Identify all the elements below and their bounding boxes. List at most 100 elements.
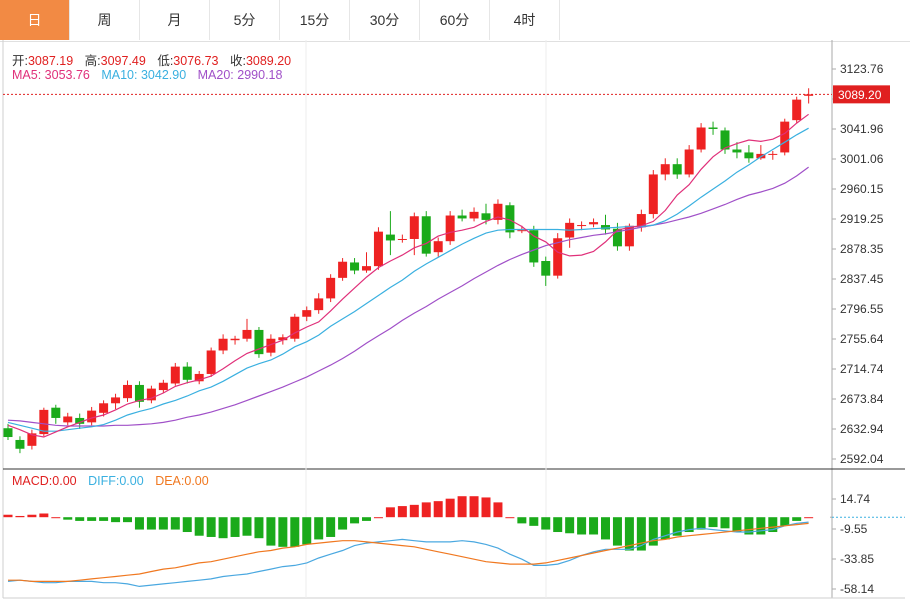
macd-bar [182, 517, 192, 533]
candle [421, 211, 431, 257]
candle [373, 227, 383, 270]
candle-body [242, 329, 252, 339]
candle-body [720, 130, 730, 150]
tab-day[interactable]: 日 [0, 0, 70, 40]
candle-body [732, 149, 742, 153]
candle [708, 121, 718, 135]
candle-body [206, 350, 216, 374]
tab-week[interactable]: 周 [70, 0, 140, 40]
candle-body [170, 366, 180, 384]
price-tick-label: 2632.94 [840, 422, 884, 436]
candles-group [3, 88, 814, 454]
macd-bar [780, 517, 790, 526]
candle [565, 218, 575, 248]
candle [123, 380, 132, 402]
candle-body [601, 225, 610, 230]
macd-bar [708, 517, 718, 528]
candle [350, 258, 360, 275]
candle [182, 362, 192, 384]
price-tick-label: 3123.76 [840, 62, 884, 76]
macd-bar [565, 517, 575, 534]
candle-body [780, 121, 790, 153]
macd-bar [756, 517, 766, 535]
candle-body [684, 149, 694, 175]
candle [51, 404, 61, 424]
candle [445, 211, 455, 245]
macd-bar [254, 517, 264, 539]
macd-bar [111, 517, 121, 523]
candle [134, 381, 144, 408]
candle [158, 379, 168, 394]
open-value: 3087.19 [27, 54, 74, 68]
ohlc-info: 开:3087.19 高:3097.49 低:3076.73 收:3089.20 [12, 50, 299, 69]
macd-bar [290, 517, 300, 547]
candle-body [27, 433, 37, 446]
candle [756, 145, 766, 160]
candle-body [469, 211, 479, 219]
candle [589, 218, 599, 228]
macd-bar [146, 517, 156, 530]
macd-bar [350, 517, 360, 524]
candle-body [350, 262, 360, 271]
candle [242, 318, 252, 342]
price-tick-label: 3041.96 [840, 122, 884, 136]
tab-30min[interactable]: 30分 [350, 0, 420, 40]
tab-4hour[interactable]: 4时 [490, 0, 560, 40]
candle-body [182, 366, 192, 380]
diff-line [7, 521, 809, 588]
period-tabs: 日 周 月 5分 15分 30分 60分 4时 [0, 0, 910, 42]
candle [553, 233, 563, 279]
macd-bar [481, 497, 491, 518]
macd-bar [601, 517, 610, 540]
macd-bar [338, 517, 348, 530]
candle-body [254, 329, 264, 355]
candle [696, 123, 706, 153]
candle-body [338, 261, 348, 278]
candle-body [111, 397, 121, 404]
macd-bar [75, 517, 85, 521]
price-tick-label: 2592.04 [840, 452, 884, 466]
candle-body [624, 225, 634, 247]
tab-5min[interactable]: 5分 [210, 0, 280, 40]
candle-body [314, 298, 324, 311]
tab-60min[interactable]: 60分 [420, 0, 490, 40]
candle-body [493, 203, 503, 220]
candle [194, 371, 204, 385]
macd-bar [230, 517, 240, 537]
candle-body [194, 373, 204, 382]
candle [266, 334, 276, 357]
macd-bar [27, 514, 37, 518]
candle-body [792, 99, 802, 121]
macd-bar [660, 517, 670, 540]
tab-month[interactable]: 月 [140, 0, 210, 40]
macd-tick-label: -58.14 [840, 582, 874, 596]
candle-body [39, 409, 49, 435]
candle [732, 142, 742, 159]
candle [314, 293, 324, 314]
ma20-legend: MA20: 2990.18 [197, 68, 283, 82]
macd-bar [720, 517, 730, 529]
candle-body [768, 153, 778, 155]
candle-body [302, 310, 312, 317]
candle-body [123, 384, 132, 399]
macd-tick-label: -9.55 [840, 522, 868, 536]
macd-bar [409, 504, 419, 518]
macd-bar [326, 517, 336, 537]
macd-bar [278, 517, 288, 547]
macd-bar [517, 517, 527, 524]
tab-15min[interactable]: 15分 [280, 0, 350, 40]
candle [660, 158, 670, 181]
macd-bar [433, 501, 443, 518]
candle-body [433, 241, 443, 253]
macd-bar [421, 502, 431, 518]
candle [397, 234, 407, 243]
candle-body [278, 337, 288, 341]
candle-body [266, 338, 276, 353]
macd-bar [804, 517, 814, 519]
candle [362, 252, 371, 273]
candle [601, 214, 610, 235]
candle-body [397, 238, 407, 240]
macd-bar [39, 513, 49, 518]
price-tick-label: 2837.45 [840, 272, 884, 286]
